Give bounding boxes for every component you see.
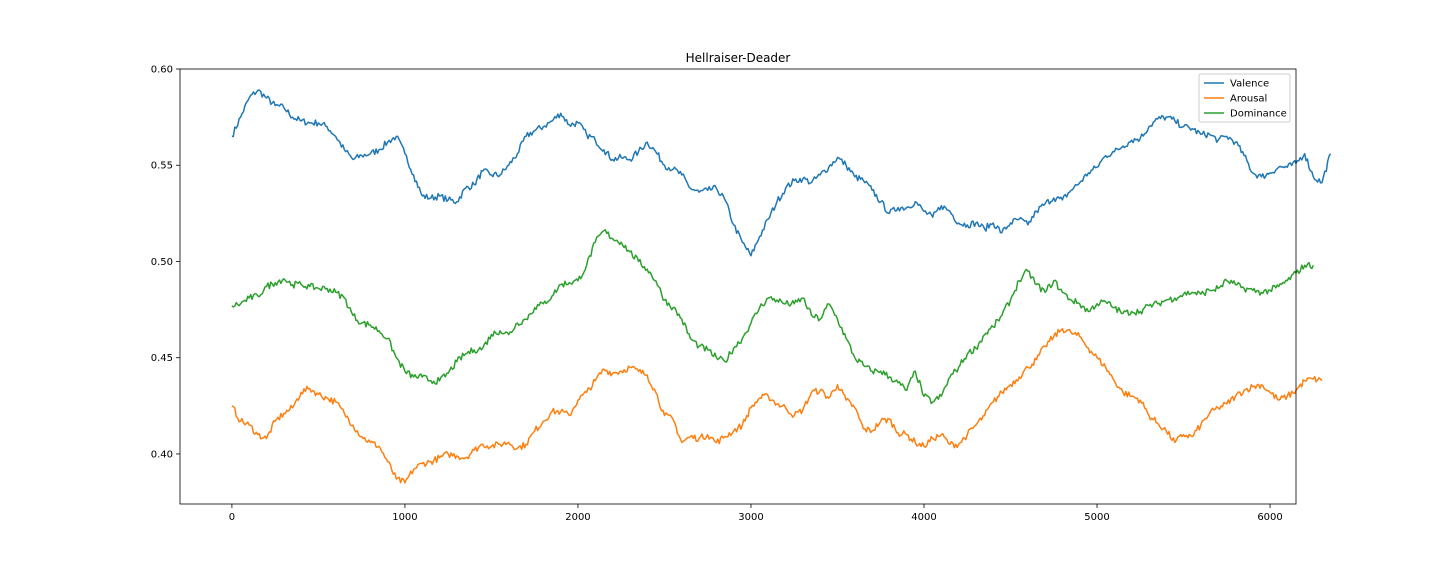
series-layer: [231, 89, 1332, 484]
legend-label-valence: Valence: [1230, 79, 1269, 90]
x-tick-label: 1000: [392, 512, 417, 523]
legend-label-dominance: Dominance: [1230, 109, 1287, 120]
series-line-valence: [231, 89, 1332, 257]
x-tick-label: 0: [229, 512, 235, 523]
x-axis: 0 1000 2000 3000 4000 5000 6000: [229, 504, 1283, 523]
x-tick-label: 5000: [1084, 512, 1109, 523]
legend: Valence Arousal Dominance: [1198, 73, 1291, 123]
y-tick-label: 0.60: [151, 65, 173, 76]
y-tick-label: 0.50: [151, 257, 173, 268]
x-tick-label: 3000: [738, 512, 763, 523]
y-tick-label: 0.45: [151, 353, 173, 364]
series-line-dominance: [231, 229, 1314, 405]
y-axis: 0.40 0.45 0.50 0.55 0.60: [151, 65, 180, 460]
chart-title: Hellraiser-Deader: [686, 51, 791, 65]
x-tick-label: 4000: [911, 512, 936, 523]
plot-area: 0 1000 2000 3000 4000 5000 6000 0.400.450.500.…: [151, 65, 1332, 523]
axes-frame: [179, 68, 1297, 505]
x-tick-label: 6000: [1257, 512, 1282, 523]
y-tick-label: 0.55: [151, 161, 173, 172]
legend-box: [1198, 73, 1291, 123]
x-tick-label: 2000: [565, 512, 590, 523]
y-tick-label: 0.40: [151, 449, 173, 460]
series-line-arousal: [231, 328, 1323, 484]
legend-label-arousal: Arousal: [1230, 94, 1267, 105]
